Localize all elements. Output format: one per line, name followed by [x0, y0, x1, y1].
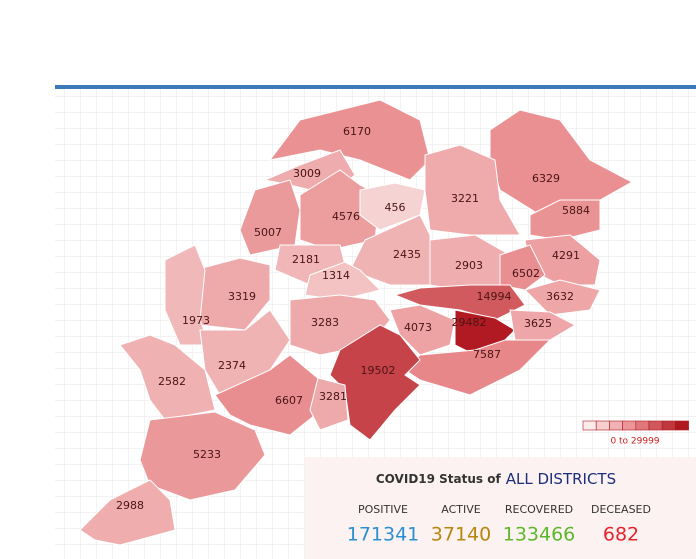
district — [139, 411, 266, 501]
district — [404, 339, 552, 396]
district-label: 7587 — [473, 348, 501, 361]
summary-title-highlight: ALL DISTRICTS — [506, 470, 616, 488]
district-label: 5007 — [254, 226, 282, 239]
legend — [582, 420, 689, 431]
summary-title-text: COVID19 Status of — [376, 472, 502, 486]
district-label: 19502 — [361, 364, 396, 377]
legend-swatch — [635, 420, 650, 431]
legend-swatch — [661, 420, 676, 431]
district-label: 3281 — [319, 390, 347, 403]
district-label: 2988 — [116, 499, 144, 512]
district-label: 29482 — [452, 316, 487, 329]
district-label: 3632 — [546, 290, 574, 303]
district-label: 6329 — [532, 172, 560, 185]
district-label: 3283 — [311, 316, 339, 329]
district-label: 3319 — [228, 290, 256, 303]
district-label: 456 — [385, 201, 406, 214]
legend-swatch — [675, 420, 689, 431]
district-label: 3625 — [524, 317, 552, 330]
stat-value: 171341 — [347, 524, 420, 546]
district — [309, 377, 349, 431]
district-label: 2435 — [393, 248, 421, 261]
districts: 6170 3009 6329 3221 4576 456 5884 5007 2435 4291 2… — [79, 99, 634, 546]
district — [524, 279, 601, 316]
district-label: 6607 — [275, 394, 303, 407]
district — [529, 199, 601, 241]
stat-label: RECOVERED — [505, 503, 573, 516]
stat-value: 133466 — [503, 524, 576, 546]
district-label: 2903 — [455, 259, 483, 272]
stats: POSITIVE 171341 ACTIVE 37140 RECOVERED 133466… — [347, 503, 651, 546]
stat-value: 37140 — [431, 524, 491, 546]
district — [79, 479, 176, 546]
district-label: 4576 — [332, 210, 360, 223]
district-label: 2582 — [158, 375, 186, 388]
legend-swatch — [582, 420, 597, 431]
legend-swatch — [595, 420, 610, 431]
district — [119, 334, 216, 421]
legend-swatch — [609, 420, 623, 431]
district-label: 3221 — [451, 192, 479, 205]
district-label: 2374 — [218, 359, 246, 372]
top-bar — [55, 85, 696, 89]
district-label: 3009 — [293, 167, 321, 180]
summary-panel — [305, 457, 696, 559]
district-label: 6170 — [343, 125, 371, 138]
district-label: 5233 — [193, 448, 221, 461]
legend-swatch — [622, 420, 637, 431]
summary-title: COVID19 Status of ALL DISTRICTS — [376, 470, 616, 488]
district-label: 1973 — [182, 314, 210, 327]
district — [239, 179, 301, 256]
legend-swatch — [648, 420, 663, 431]
district — [424, 144, 521, 236]
stat-value: 682 — [603, 524, 639, 546]
district — [509, 309, 577, 341]
district-label: 1314 — [322, 269, 350, 282]
district — [304, 261, 381, 301]
district-label: 5884 — [562, 204, 590, 217]
district-label: 4291 — [552, 249, 580, 262]
stat-label: POSITIVE — [358, 503, 408, 516]
district-label: 2181 — [292, 253, 320, 266]
district — [393, 284, 526, 321]
stat-label: DECEASED — [591, 503, 651, 516]
district-label: 14994 — [477, 290, 512, 303]
district — [199, 309, 291, 396]
stat-label: ACTIVE — [441, 503, 481, 516]
district-label: 4073 — [404, 321, 432, 334]
district — [499, 244, 546, 291]
legend-label: 0 to 29999 — [610, 437, 659, 447]
district-label: 6502 — [512, 267, 540, 280]
